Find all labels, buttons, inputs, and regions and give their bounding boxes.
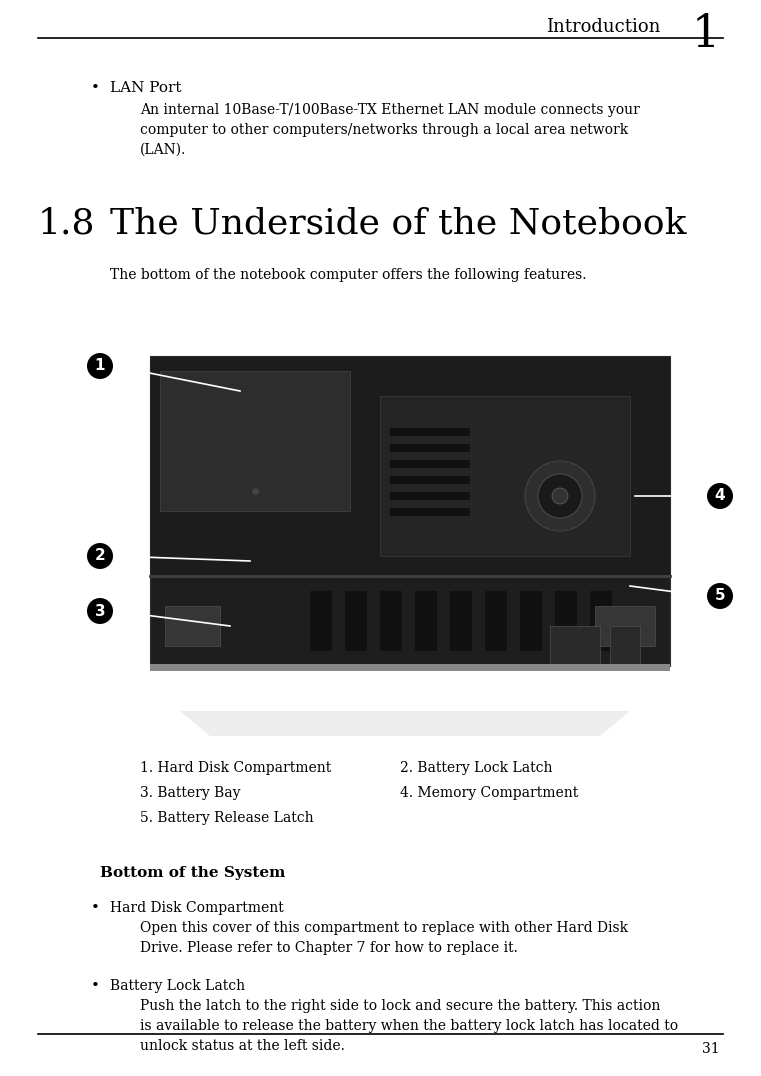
Text: Drive. Please refer to Chapter 7 for how to replace it.: Drive. Please refer to Chapter 7 for how… [140,942,518,955]
Text: unlock status at the left side.: unlock status at the left side. [140,1039,345,1053]
Polygon shape [380,396,630,556]
Text: Open this cover of this compartment to replace with other Hard Disk: Open this cover of this compartment to r… [140,921,628,935]
Polygon shape [610,626,640,666]
Circle shape [525,461,595,530]
Circle shape [552,489,568,504]
Text: The Underside of the Notebook: The Underside of the Notebook [110,206,686,240]
Text: An internal 10Base-T/100Base-TX Ethernet LAN module connects your: An internal 10Base-T/100Base-TX Ethernet… [140,103,640,117]
Text: 1.8: 1.8 [38,206,95,240]
Circle shape [87,543,113,569]
Polygon shape [450,591,472,651]
Text: 5. Battery Release Latch: 5. Battery Release Latch [140,811,314,825]
Circle shape [707,483,733,509]
Text: The bottom of the notebook computer offers the following features.: The bottom of the notebook computer offe… [110,268,587,282]
Polygon shape [150,576,670,666]
Text: 4: 4 [715,489,725,504]
Text: 5: 5 [715,589,725,604]
Text: LAN Port: LAN Port [110,81,182,95]
Text: Bottom of the System: Bottom of the System [100,866,285,880]
Polygon shape [160,371,350,511]
Polygon shape [310,591,332,651]
Text: 2: 2 [94,549,105,564]
Polygon shape [150,356,670,576]
Polygon shape [590,591,612,651]
Polygon shape [150,664,670,671]
Polygon shape [390,428,470,436]
Text: is available to release the battery when the battery lock latch has located to: is available to release the battery when… [140,1019,678,1033]
Polygon shape [390,508,470,516]
Circle shape [538,475,582,518]
Text: 3: 3 [94,604,105,619]
Text: 4. Memory Compartment: 4. Memory Compartment [400,785,578,799]
Text: (LAN).: (LAN). [140,143,186,157]
Polygon shape [415,591,437,651]
Text: Push the latch to the right side to lock and secure the battery. This action: Push the latch to the right side to lock… [140,999,661,1013]
Polygon shape [345,591,367,651]
Polygon shape [390,476,470,484]
Polygon shape [550,626,600,666]
Circle shape [87,598,113,624]
Text: 31: 31 [702,1042,720,1056]
Polygon shape [180,711,630,736]
Polygon shape [595,606,655,646]
Polygon shape [380,591,402,651]
Text: •: • [91,901,100,915]
Text: •: • [91,979,100,993]
Polygon shape [555,591,577,651]
Text: Battery Lock Latch: Battery Lock Latch [110,979,245,993]
Polygon shape [485,591,507,651]
Text: Introduction: Introduction [546,18,660,36]
Text: 3. Battery Bay: 3. Battery Bay [140,785,240,799]
Polygon shape [390,492,470,500]
Text: 1: 1 [95,358,105,373]
Polygon shape [165,606,220,646]
Text: 1: 1 [692,13,720,56]
Circle shape [87,353,113,379]
Polygon shape [390,461,470,468]
Text: computer to other computers/networks through a local area network: computer to other computers/networks thr… [140,123,629,137]
Circle shape [707,583,733,609]
Text: •: • [91,81,100,95]
Text: 1. Hard Disk Compartment: 1. Hard Disk Compartment [140,761,331,775]
Text: 2. Battery Lock Latch: 2. Battery Lock Latch [400,761,552,775]
Polygon shape [390,444,470,452]
Text: Hard Disk Compartment: Hard Disk Compartment [110,901,284,915]
Polygon shape [520,591,542,651]
